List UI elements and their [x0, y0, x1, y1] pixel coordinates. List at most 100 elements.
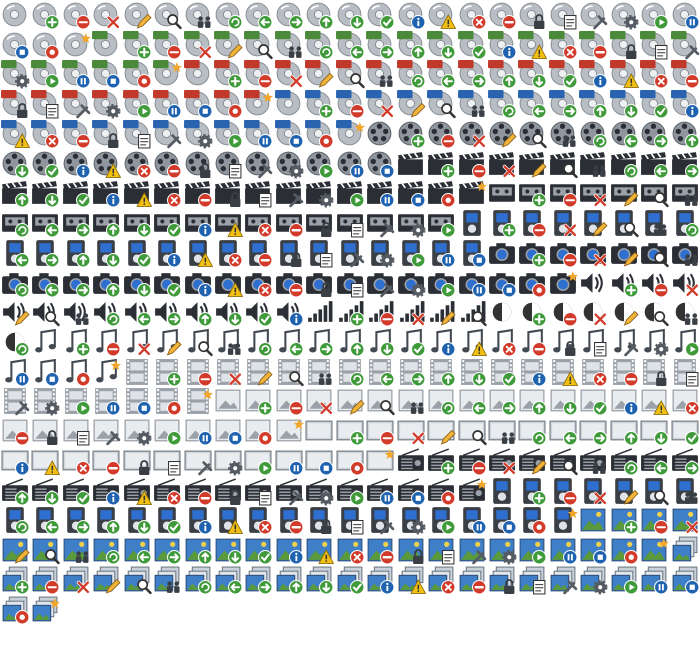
ipod-arrow-right-icon [61, 505, 91, 535]
blu-ray-search-icon-graphic [427, 90, 456, 119]
film-reel-lock-icon-graphic [185, 151, 211, 178]
radio-delete-icon [487, 446, 517, 476]
photo-stack-block-icon [457, 565, 487, 595]
radio-lock-icon-graphic [215, 478, 241, 505]
music-note-checklist-icon [578, 327, 608, 357]
clapperboard-edit-icon-graphic [519, 151, 547, 178]
picture-frame-users-icon [396, 386, 426, 416]
photo-stack-gear-icon-graphic [580, 566, 608, 595]
disc-stop-icon-graphic [2, 32, 30, 60]
radio-block-icon [183, 476, 213, 506]
picture-frame-arrow-right-icon [487, 386, 517, 416]
photo-play-icon [517, 535, 547, 565]
camera-block-icon [274, 268, 304, 298]
film-strip-record-icon-graphic [156, 388, 182, 416]
music-note-arrow-up-icon-graphic [339, 328, 365, 357]
cd-gear-icon-graphic [1, 60, 30, 89]
speaker-ok-icon [243, 297, 273, 327]
dvd-arrow-right-icon [457, 59, 487, 89]
music-player-arrow-left-icon [0, 238, 30, 268]
cassette-warning-icon [213, 208, 244, 238]
dvd-none-icon-graphic [183, 60, 209, 86]
camera-info-icon-graphic [184, 272, 213, 298]
radio-stop-icon [396, 476, 426, 506]
photo-stack-arrow-right-icon-graphic [246, 566, 273, 595]
blu-ray-delete-icon [365, 89, 395, 119]
music-player-remove-icon [517, 208, 547, 238]
radio-info-icon [91, 476, 121, 506]
camera-pause-icon-graphic [458, 272, 486, 298]
blu-ray-pause-icon [243, 119, 273, 149]
cassette-delete-icon [578, 178, 608, 208]
cassette-search-icon-graphic [641, 184, 669, 208]
blu-ray-none-icon [274, 89, 304, 119]
photo-refresh-icon [91, 535, 121, 565]
clapperboard-arrow-right-icon-graphic [671, 151, 700, 179]
screen-arrow-right-icon [578, 416, 608, 446]
cd-arrow-up-icon [396, 30, 426, 60]
picture-frame-play-icon [152, 416, 182, 446]
screen-lock-icon-graphic [123, 450, 151, 475]
photo-stack-pause-icon-graphic [641, 566, 669, 595]
blu-ray-delete-icon-graphic [366, 90, 394, 118]
photo-stack-arrow-up-icon [274, 565, 304, 595]
music-note-users-icon-graphic [218, 328, 241, 355]
blu-ray-users-icon [457, 89, 487, 119]
radio-arrow-left-icon-graphic [641, 448, 669, 476]
photo-stack-warning-icon-graphic [398, 566, 426, 594]
cd-record-icon-graphic [122, 60, 152, 89]
camera-search-icon-graphic [641, 242, 669, 267]
picture-frame-checklist-icon-graphic [63, 419, 90, 446]
screen-ok-icon [670, 416, 700, 446]
cd-none-icon-graphic [92, 30, 118, 57]
photo-stack-refresh-icon-graphic [185, 566, 213, 595]
clapperboard-gear-icon [304, 178, 334, 208]
picture-frame-arrow-left-icon-graphic [459, 390, 486, 416]
disc-star-icon [61, 30, 91, 60]
blu-ray-refresh-icon-graphic [487, 90, 517, 119]
disc-ok-icon-graphic [367, 2, 395, 30]
cassette-users-icon [670, 178, 700, 208]
film-strip-gear-icon [30, 386, 60, 416]
camera-tools-icon-graphic [367, 272, 395, 297]
photo-stack-add-icon-graphic [2, 566, 30, 595]
blu-ray-remove-icon-graphic [335, 90, 365, 119]
blu-ray-add-icon [304, 89, 334, 119]
music-player-arrow-down-icon [91, 238, 121, 268]
clapperboard-star-icon [457, 178, 487, 208]
blu-ray-record-icon [304, 119, 334, 149]
disc-block-icon-graphic [489, 2, 517, 30]
film-strip-tools-icon-graphic [4, 388, 30, 416]
disc-arrow-right-icon-graphic [276, 2, 304, 30]
disc-add-icon [30, 0, 60, 30]
cassette-edit-icon-graphic [610, 184, 639, 208]
screen-refresh-icon [517, 416, 547, 446]
radio-play-icon [335, 476, 365, 506]
clapperboard-arrow-left-icon-graphic [641, 151, 669, 179]
photo-stop-icon [578, 535, 608, 565]
ipod-delete-icon-graphic [584, 477, 607, 505]
camera-play-icon-graphic [428, 272, 456, 298]
photo-stack-users-icon-graphic [154, 566, 180, 593]
picture-frame-lock-icon [30, 416, 60, 446]
music-player-tools-icon-graphic [340, 239, 365, 268]
film-reel-edit-icon-graphic [489, 121, 517, 148]
picture-frame-pause-icon [183, 416, 213, 446]
music-player-lock-icon-graphic [280, 239, 302, 267]
picture-frame-remove-icon-graphic [276, 390, 304, 416]
music-player-edit-icon-graphic [584, 210, 608, 237]
film-reel-remove-icon [426, 119, 456, 149]
film-strip-pause-icon [91, 386, 121, 416]
cassette-add-icon [517, 178, 547, 208]
dvd-play-icon-graphic [122, 90, 152, 119]
music-player-gear-icon-graphic [371, 239, 395, 268]
radio-warning-icon [122, 476, 152, 506]
dvd-users-icon-graphic [366, 60, 393, 88]
camera-arrow-left-icon-graphic [32, 272, 60, 298]
disc-stop-icon [0, 30, 30, 60]
music-player-stop-icon [457, 238, 487, 268]
picture-frame-edit-icon [335, 386, 365, 416]
camera-arrow-left-icon [30, 268, 60, 298]
camera-block-icon-graphic [275, 272, 304, 298]
screen-tools-icon-graphic [184, 450, 212, 476]
